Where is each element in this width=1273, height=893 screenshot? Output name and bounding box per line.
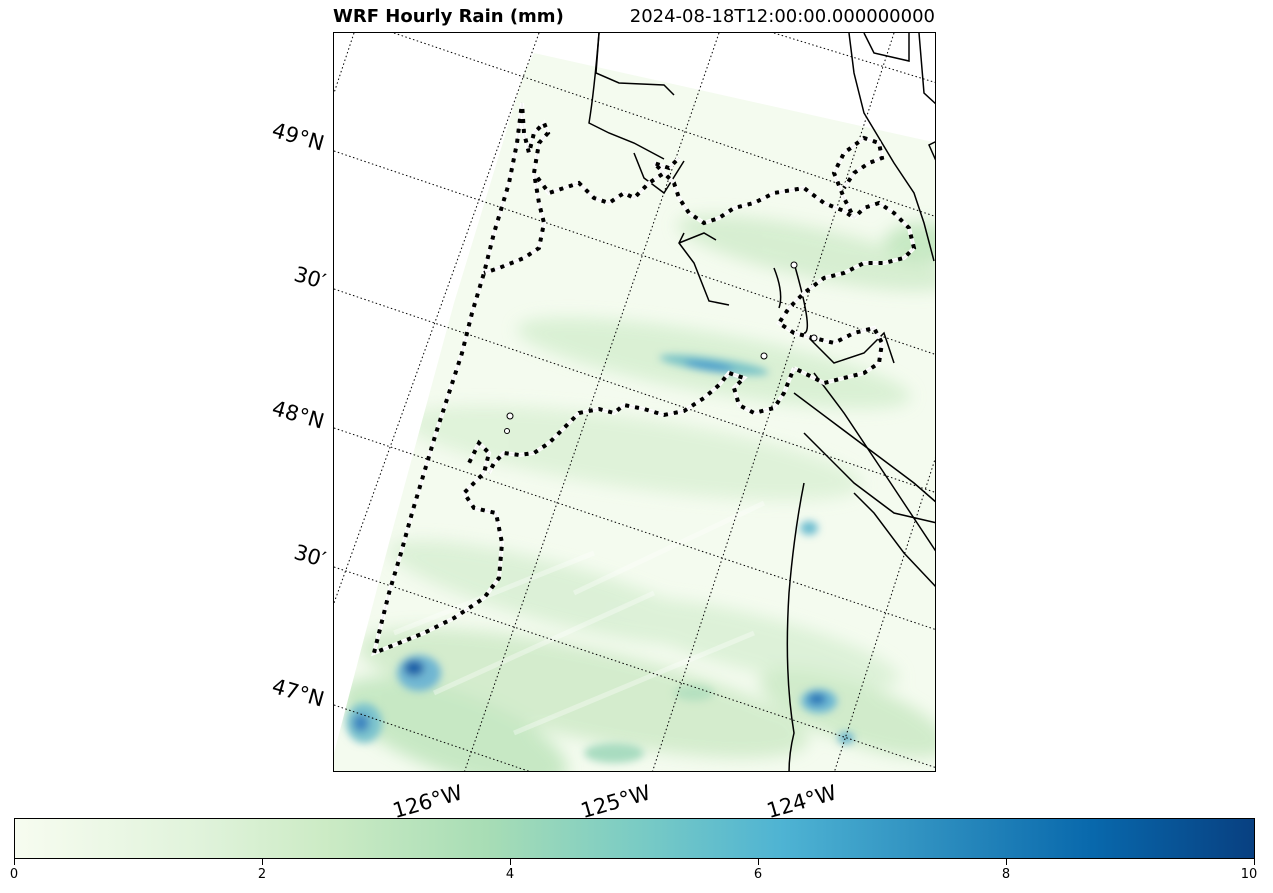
- plot-title: WRF Hourly Rain (mm): [333, 6, 564, 27]
- colorbar-tick-4: [510, 859, 511, 865]
- lat-label-47-30: 30′: [291, 540, 329, 572]
- colorbar-tick-2: [262, 859, 263, 865]
- colorbar-label-6: 6: [753, 867, 763, 882]
- lon-label-125w: 125°W: [578, 780, 654, 824]
- map-svg: [334, 33, 935, 771]
- colorbar-tick-8: [1006, 859, 1007, 865]
- graticule: [334, 33, 935, 771]
- colorbar-label-2: 2: [257, 867, 267, 882]
- coastlines-solid: [588, 33, 935, 771]
- colorbar-label-4: 4: [505, 867, 515, 882]
- coastline-dashed: [372, 101, 916, 655]
- lon-label-124w: 124°W: [764, 780, 840, 824]
- plot-timestamp: 2024-08-18T12:00:00.000000000: [629, 6, 935, 27]
- map-panel[interactable]: [333, 32, 936, 772]
- lat-label-48n: 48°N: [269, 396, 327, 434]
- colorbar-tick-6: [758, 859, 759, 865]
- colorbar-tick-10: [1254, 859, 1255, 865]
- colorbar-label-0: 0: [9, 867, 19, 882]
- colorbar-label-8: 8: [1001, 867, 1011, 882]
- colorbar-label-10: 10: [1240, 867, 1258, 882]
- colorbar: [14, 818, 1255, 859]
- lat-label-48-30: 30′: [291, 262, 329, 294]
- lon-label-126w: 126°W: [390, 780, 466, 824]
- lat-label-49n: 49°N: [269, 118, 327, 156]
- lat-label-47n: 47°N: [269, 674, 327, 712]
- colorbar-tick-0: [14, 859, 15, 865]
